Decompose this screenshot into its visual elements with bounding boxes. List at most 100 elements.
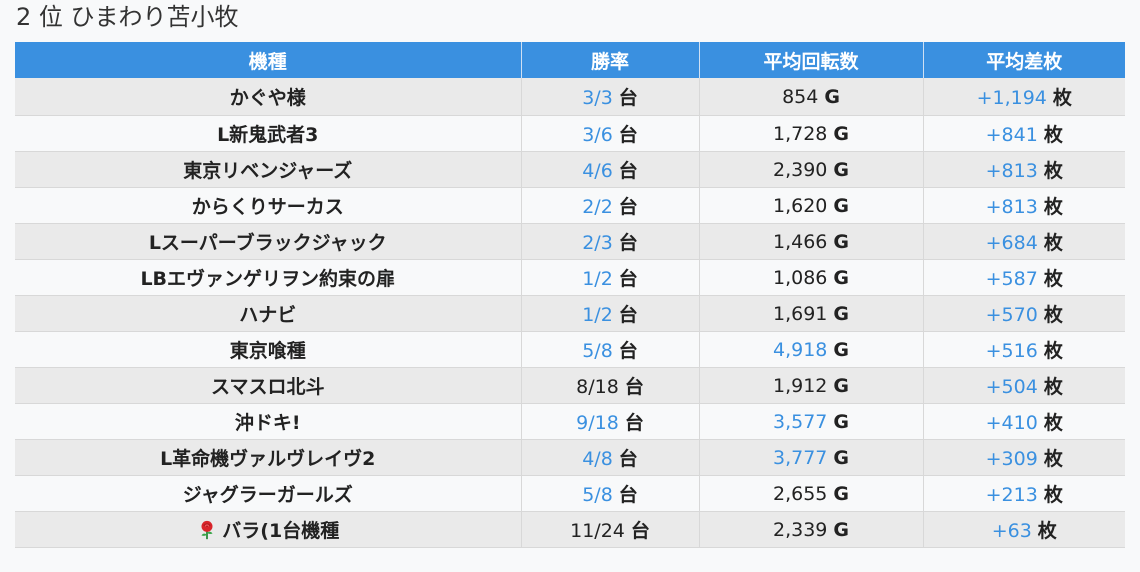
avg-spins-cell: 2,339 G	[699, 511, 924, 548]
avg-diff-value: +1,194	[976, 87, 1047, 109]
avg-spins-value: 1,620	[772, 194, 828, 217]
win-rate-unit: 台	[618, 196, 638, 218]
avg-diff-cell: +516 枚	[923, 331, 1125, 368]
avg-spins-value: 1,912	[772, 374, 828, 397]
avg-diff-value: +841	[985, 124, 1038, 146]
machine-cell: LBエヴァンゲリヲン約束の扉	[15, 259, 522, 296]
avg-spins-unit: G	[824, 85, 840, 108]
avg-diff-cell: +841 枚	[923, 115, 1125, 152]
win-rate-value: 8/18	[576, 376, 619, 398]
win-rate-cell: 4/8 台	[521, 439, 700, 476]
avg-diff-unit: 枚	[1043, 412, 1063, 434]
avg-spins-cell: 1,466 G	[699, 223, 924, 260]
avg-diff-unit: 枚	[1043, 160, 1063, 182]
win-rate-unit: 台	[618, 340, 638, 362]
table-header-row: 機種 勝率 平均回転数 平均差枚	[15, 42, 1125, 78]
avg-diff-cell: +63 枚	[923, 511, 1125, 548]
win-rate-unit: 台	[618, 160, 638, 182]
table-row[interactable]: スマスロ北斗 8/18 台 1,912 G +504 枚	[15, 367, 1125, 404]
avg-diff-value: +410	[985, 412, 1038, 434]
avg-diff-unit: 枚	[1043, 376, 1063, 398]
win-rate-unit: 台	[624, 412, 644, 434]
win-rate-cell: 3/3 台	[521, 78, 700, 116]
win-rate-cell: 2/3 台	[521, 223, 700, 260]
header-win-rate[interactable]: 勝率	[521, 42, 700, 78]
table-row[interactable]: L革命機ヴァルヴレイヴ2 4/8 台 3,777 G +309 枚	[15, 439, 1125, 476]
avg-diff-value: +684	[985, 232, 1038, 254]
table-row[interactable]: ジャグラーガールズ 5/8 台 2,655 G +213 枚	[15, 475, 1125, 512]
win-rate-unit: 台	[618, 268, 638, 290]
avg-spins-value: 1,466	[772, 230, 828, 253]
avg-spins-cell: 3,577 G	[699, 403, 924, 440]
avg-diff-value: +63	[991, 520, 1032, 542]
avg-spins-value: 2,655	[772, 482, 828, 505]
avg-spins-unit: G	[833, 302, 849, 325]
machine-name: Lスーパーブラックジャック	[148, 232, 387, 254]
machine-cell: バラ(1台機種	[15, 511, 522, 548]
avg-diff-cell: +813 枚	[923, 151, 1125, 188]
avg-spins-cell: 1,728 G	[699, 115, 924, 152]
win-rate-value: 1/2	[582, 268, 613, 290]
avg-diff-cell: +309 枚	[923, 439, 1125, 476]
table-row[interactable]: Lスーパーブラックジャック 2/3 台 1,466 G +684 枚	[15, 223, 1125, 260]
avg-spins-cell: 2,655 G	[699, 475, 924, 512]
rose-icon	[196, 519, 218, 541]
machine-name: バラ(1台機種	[222, 520, 340, 542]
machine-name: からくりサーカス	[191, 196, 344, 218]
machine-cell: かぐや様	[15, 78, 522, 116]
page-title: 2 位 ひまわり苫小牧	[16, 3, 239, 31]
win-rate-unit: 台	[618, 484, 638, 506]
table-row[interactable]: 東京リベンジャーズ 4/6 台 2,390 G +813 枚	[15, 151, 1125, 188]
win-rate-unit: 台	[618, 304, 638, 326]
machine-cell: からくりサーカス	[15, 187, 522, 224]
avg-spins-value: 2,390	[772, 158, 828, 181]
avg-diff-value: +570	[985, 304, 1038, 326]
machine-name: 沖ドキ!	[234, 412, 301, 434]
avg-diff-cell: +684 枚	[923, 223, 1125, 260]
win-rate-cell: 5/8 台	[521, 331, 700, 368]
avg-spins-cell: 1,691 G	[699, 295, 924, 332]
win-rate-value: 3/3	[582, 87, 613, 109]
avg-spins-cell: 1,086 G	[699, 259, 924, 296]
avg-diff-unit: 枚	[1043, 124, 1063, 146]
table-row[interactable]: L新鬼武者3 3/6 台 1,728 G +841 枚	[15, 115, 1125, 152]
machine-cell: Lスーパーブラックジャック	[15, 223, 522, 260]
header-avg-diff[interactable]: 平均差枚	[923, 42, 1125, 78]
table-row[interactable]: 沖ドキ! 9/18 台 3,577 G +410 枚	[15, 403, 1125, 440]
avg-diff-cell: +1,194 枚	[923, 78, 1125, 116]
win-rate-cell: 2/2 台	[521, 187, 700, 224]
avg-diff-unit: 枚	[1043, 304, 1063, 326]
machine-name: L新鬼武者3	[217, 124, 319, 146]
avg-spins-cell: 3,777 G	[699, 439, 924, 476]
table-row[interactable]: かぐや様 3/3 台 854 G +1,194 枚	[15, 78, 1125, 116]
avg-spins-value: 2,339	[772, 518, 828, 541]
table-row[interactable]: バラ(1台機種 11/24 台 2,339 G +63 枚	[15, 511, 1125, 548]
machine-name: スマスロ北斗	[211, 376, 325, 398]
avg-diff-value: +504	[985, 376, 1038, 398]
table-row[interactable]: 東京喰種 5/8 台 4,918 G +516 枚	[15, 331, 1125, 368]
avg-spins-value: 1,691	[772, 302, 828, 325]
machine-cell: ジャグラーガールズ	[15, 475, 522, 512]
avg-spins-unit: G	[833, 230, 849, 253]
table-row[interactable]: からくりサーカス 2/2 台 1,620 G +813 枚	[15, 187, 1125, 224]
avg-diff-unit: 枚	[1043, 448, 1063, 470]
avg-spins-unit: G	[833, 518, 849, 541]
avg-diff-cell: +813 枚	[923, 187, 1125, 224]
machine-cell: L新鬼武者3	[15, 115, 522, 152]
header-avg-spins[interactable]: 平均回転数	[699, 42, 924, 78]
win-rate-cell: 1/2 台	[521, 259, 700, 296]
avg-diff-cell: +587 枚	[923, 259, 1125, 296]
avg-spins-unit: G	[833, 338, 849, 361]
win-rate-unit: 台	[630, 520, 650, 542]
machine-name: 東京喰種	[229, 340, 306, 362]
ranking-table: 機種 勝率 平均回転数 平均差枚 かぐや様 3/3 台 854 G +1,194 枚 L新鬼武…	[15, 42, 1125, 548]
avg-diff-cell: +410 枚	[923, 403, 1125, 440]
table-row[interactable]: ハナビ 1/2 台 1,691 G +570 枚	[15, 295, 1125, 332]
win-rate-value: 9/18	[576, 412, 619, 434]
win-rate-value: 11/24	[570, 520, 625, 542]
win-rate-cell: 4/6 台	[521, 151, 700, 188]
header-machine[interactable]: 機種	[15, 42, 522, 78]
avg-diff-cell: +213 枚	[923, 475, 1125, 512]
win-rate-unit: 台	[618, 448, 638, 470]
table-row[interactable]: LBエヴァンゲリヲン約束の扉 1/2 台 1,086 G +587 枚	[15, 259, 1125, 296]
